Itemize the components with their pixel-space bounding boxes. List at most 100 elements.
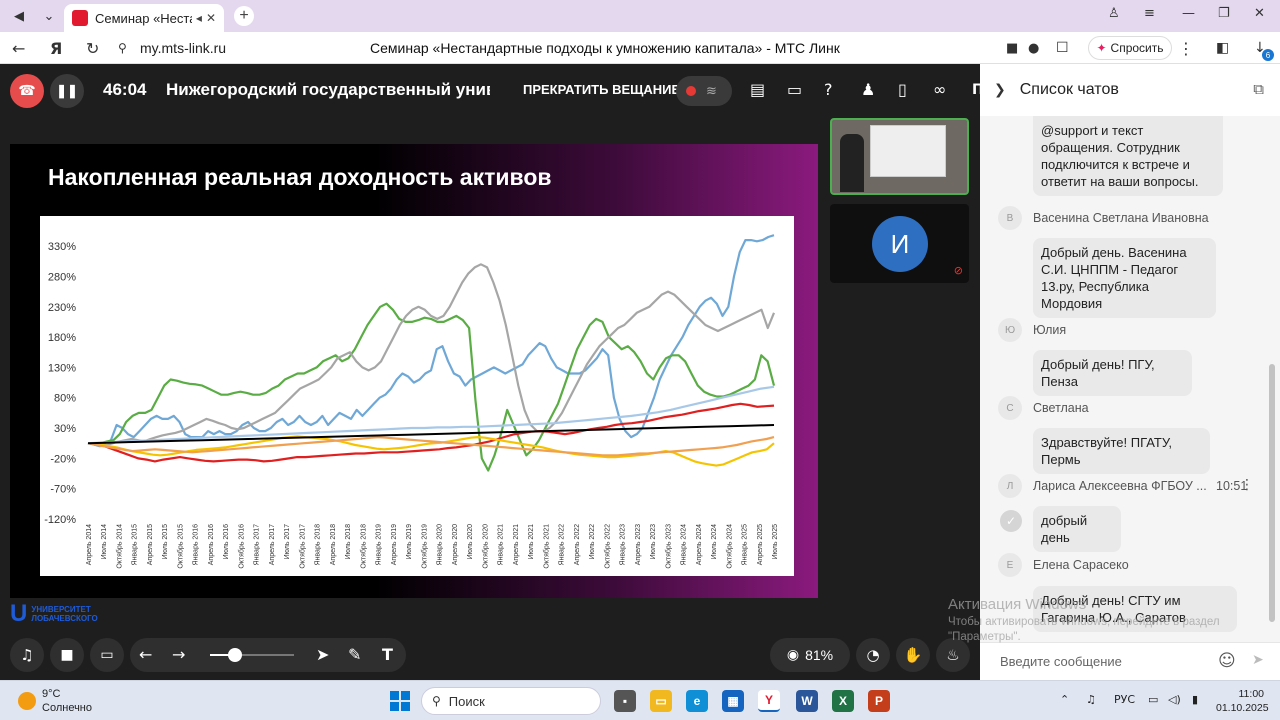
weather-temp[interactable]: 9°C xyxy=(42,688,61,700)
x-tick-label: Октябрь 2022 xyxy=(603,524,611,569)
viewers-indicator[interactable]: ◉ 81% xyxy=(770,638,850,672)
back-icon[interactable]: ← xyxy=(12,39,26,58)
network-icon[interactable]: ▭ xyxy=(1148,693,1159,706)
language-indicator[interactable]: РУС xyxy=(1114,693,1136,706)
text-tool-icon[interactable]: T xyxy=(382,645,393,664)
x-tick-label: Июль 2025 xyxy=(772,524,779,559)
zoom-slider[interactable] xyxy=(210,654,294,656)
participant-tile[interactable]: И ⊘ xyxy=(830,204,969,283)
send-icon[interactable]: ➤ xyxy=(1252,652,1264,668)
extension-icon[interactable]: ◧ xyxy=(1216,40,1230,56)
questions-icon[interactable]: ? xyxy=(824,80,833,99)
agenda-icon[interactable]: ▤ xyxy=(750,80,766,99)
audio-playing-icon[interactable]: ◀ xyxy=(14,8,24,24)
message-input[interactable]: Введите сообщение xyxy=(1000,654,1122,669)
edge-icon[interactable]: e xyxy=(686,690,708,712)
chat-list-title[interactable]: Список чатов xyxy=(1019,81,1119,98)
x-tick-label: Январь 2019 xyxy=(376,524,383,566)
yandex-browser-icon[interactable]: Y xyxy=(758,690,780,712)
zoom-slider-handle[interactable] xyxy=(228,648,242,662)
prev-slide-icon[interactable]: ← xyxy=(139,645,153,664)
store-icon[interactable]: ▦ xyxy=(722,690,744,712)
emoji-icon[interactable]: ☺ xyxy=(1218,651,1236,671)
muted-mic-icon: ⊘ xyxy=(953,264,963,277)
message-author: Светлана xyxy=(1033,401,1089,415)
presentation-slide: Накопленная реальная доходность активов … xyxy=(10,144,818,598)
taskbar-search[interactable]: ⚲ Поиск xyxy=(421,687,601,715)
url-field[interactable]: my.mts-link.ru xyxy=(140,40,227,56)
volume-icon[interactable]: ◁) xyxy=(1168,693,1181,706)
x-tick-label: Октябрь 2017 xyxy=(298,524,306,569)
reload-icon[interactable]: ↻ xyxy=(86,39,100,58)
site-info-icon[interactable]: ⚲ xyxy=(118,41,127,55)
bookmark-icon[interactable]: ☐ xyxy=(1056,40,1069,56)
more-toolbar-label[interactable]: П xyxy=(972,82,984,98)
tab-close-icon[interactable]: ✕ xyxy=(205,11,216,25)
speaker-video[interactable] xyxy=(830,118,969,195)
tab-sound-icon[interactable]: ◂ xyxy=(195,11,202,25)
chevron-right-icon[interactable]: ❯ xyxy=(994,82,1006,98)
camera-status-icon[interactable]: ■ xyxy=(1006,41,1019,56)
downloads-icon[interactable]: ↓ xyxy=(1254,40,1266,56)
pointer-icon[interactable]: ➤ xyxy=(316,645,330,664)
windows-start-icon[interactable] xyxy=(390,691,410,711)
microphone-button[interactable]: ♫ xyxy=(10,638,44,672)
mic-status-icon[interactable]: ● xyxy=(1028,41,1040,56)
pause-button[interactable]: ❚❚ xyxy=(50,74,84,108)
weather-desc[interactable]: Солнечно xyxy=(42,702,92,714)
end-call-button[interactable]: ☎ xyxy=(10,74,44,108)
timer-button[interactable]: ◔ xyxy=(856,638,890,672)
yandex-icon[interactable]: Я xyxy=(50,39,63,58)
sun-icon[interactable] xyxy=(18,692,36,710)
eye-icon: ◉ xyxy=(786,647,800,663)
whiteboard-image xyxy=(870,125,946,177)
minimize-icon[interactable]: — xyxy=(1182,6,1195,21)
document-icon[interactable]: ▯ xyxy=(898,80,907,99)
popout-icon[interactable]: ⧉ xyxy=(1253,80,1264,98)
tray-mic-icon[interactable]: ♫ xyxy=(1086,693,1096,706)
zoom-slider-fill xyxy=(210,654,236,656)
chat-scrollbar[interactable] xyxy=(1269,364,1275,622)
x-tick-label: Январь 2024 xyxy=(681,524,688,566)
maximize-icon[interactable]: ❐ xyxy=(1218,6,1230,21)
new-tab-button[interactable]: + xyxy=(234,6,254,26)
battery-icon[interactable]: ▮ xyxy=(1192,693,1199,706)
x-tick-label: Апрель 2021 xyxy=(513,524,520,565)
tabs-dropdown-icon[interactable]: ⌄ xyxy=(43,8,55,24)
pause-icon: ❚❚ xyxy=(56,83,78,98)
stop-broadcast-button[interactable]: ПРЕКРАТИТЬ ВЕЩАНИЕ xyxy=(523,82,681,97)
raise-hand-button[interactable]: ✋ xyxy=(896,638,930,672)
clock-time: 11:00 xyxy=(1238,688,1265,700)
more-options-icon[interactable]: ⋮ xyxy=(1178,39,1194,58)
task-view-icon[interactable]: ▪ xyxy=(614,690,636,712)
camera-button[interactable]: ■ xyxy=(50,638,84,672)
x-tick-label: Апрель 2019 xyxy=(391,524,398,565)
message-time: 10:51 xyxy=(1216,479,1248,493)
y-tick-label: 180% xyxy=(48,332,76,344)
message-more-icon[interactable]: ⋮ xyxy=(1240,477,1254,493)
tray-chevron-icon[interactable]: ⌃ xyxy=(1060,693,1070,706)
pencil-icon[interactable]: ✎ xyxy=(348,645,362,664)
screen-share-button[interactable]: ▭ xyxy=(90,638,124,672)
profile-icon[interactable]: ♙ xyxy=(1108,6,1120,21)
participants-icon[interactable]: ♟ xyxy=(861,80,876,99)
recording-toggle[interactable]: ≋ xyxy=(676,76,732,106)
menu-icon[interactable]: ≡ xyxy=(1144,6,1155,21)
x-tick-label: Апрель 2017 xyxy=(269,524,276,565)
file-explorer-icon[interactable]: ▭ xyxy=(650,690,672,712)
browser-tab[interactable]: Семинар «Нестанда ◂ ✕ xyxy=(64,4,224,32)
powerpoint-icon[interactable]: P xyxy=(868,690,890,712)
word-icon[interactable]: W xyxy=(796,690,818,712)
x-tick-label: Январь 2023 xyxy=(620,524,627,566)
link-icon[interactable]: ∞ xyxy=(933,80,947,99)
hangup-icon: ☎ xyxy=(18,83,36,99)
x-tick-label: Январь 2020 xyxy=(437,524,444,566)
next-slide-icon[interactable]: → xyxy=(172,645,186,664)
x-tick-label: Октябрь 2021 xyxy=(542,524,550,569)
reactions-button[interactable]: ♨ xyxy=(936,638,970,672)
chat-icon[interactable]: ▭ xyxy=(787,80,803,99)
ask-button[interactable]: ✦ Спросить xyxy=(1088,36,1172,60)
clock[interactable]: 11:00 01.10.2025 xyxy=(1216,687,1269,715)
excel-icon[interactable]: X xyxy=(832,690,854,712)
close-window-icon[interactable]: ✕ xyxy=(1254,6,1265,21)
